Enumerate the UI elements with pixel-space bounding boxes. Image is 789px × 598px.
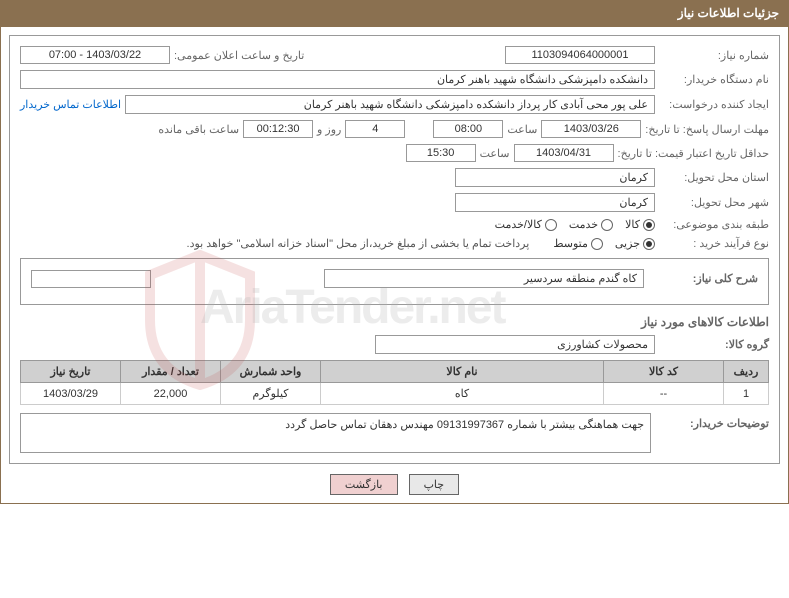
- goods-info-title: اطلاعات کالاهای مورد نیاز: [20, 315, 769, 329]
- table-row: 1 -- کاه کیلوگرم 22,000 1403/03/29: [21, 383, 769, 405]
- outer-frame: AriaTender.net شماره نیاز: 1103094064000…: [0, 26, 789, 504]
- announce-date-value: 1403/03/22 - 07:00: [20, 46, 170, 64]
- category-goods-service-radio[interactable]: کالا/خدمت: [495, 218, 557, 231]
- col-name: نام کالا: [321, 361, 604, 383]
- requester-label: ایجاد کننده درخواست:: [659, 98, 769, 111]
- page-title: جزئیات اطلاعات نیاز: [678, 6, 779, 20]
- category-service-radio[interactable]: خدمت: [569, 218, 613, 231]
- need-number-label: شماره نیاز:: [659, 49, 769, 62]
- button-row: چاپ بازگشت: [9, 474, 780, 495]
- cell-qty: 22,000: [121, 383, 221, 405]
- col-unit: واحد شمارش: [221, 361, 321, 383]
- process-partial-label: جزیی: [615, 237, 640, 250]
- category-goods-label: کالا: [625, 218, 640, 231]
- description-value: کاه گندم منطقه سردسیر: [324, 269, 644, 288]
- process-type-radio-group: جزیی متوسط: [553, 237, 655, 250]
- process-note-text: پرداخت تمام یا بخشی از مبلغ خرید،از محل …: [187, 237, 530, 250]
- deadline-send-time: 08:00: [433, 120, 503, 138]
- cell-code: --: [604, 383, 724, 405]
- buyer-notes-label: توضیحات خریدار:: [659, 413, 769, 453]
- category-service-label: خدمت: [569, 218, 598, 231]
- description-label: شرح کلی نیاز:: [648, 272, 758, 285]
- back-button[interactable]: بازگشت: [330, 474, 398, 495]
- buyer-notes-row: توضیحات خریدار: جهت هماهنگی بیشتر با شما…: [20, 413, 769, 453]
- buyer-contact-link[interactable]: اطلاعات تماس خریدار: [20, 98, 121, 111]
- radio-icon: [643, 238, 655, 250]
- radio-icon: [591, 238, 603, 250]
- deadline-time-label: ساعت: [507, 123, 537, 136]
- process-partial-radio[interactable]: جزیی: [615, 237, 655, 250]
- goods-table: ردیف کد کالا نام کالا واحد شمارش تعداد /…: [20, 360, 769, 405]
- radio-icon: [545, 219, 557, 231]
- description-extra-value: [31, 270, 151, 288]
- col-date: تاریخ نیاز: [21, 361, 121, 383]
- table-header-row: ردیف کد کالا نام کالا واحد شمارش تعداد /…: [21, 361, 769, 383]
- cell-row: 1: [724, 383, 769, 405]
- days-remaining-value: 4: [345, 120, 405, 138]
- validity-time: 15:30: [406, 144, 476, 162]
- main-form-panel: AriaTender.net شماره نیاز: 1103094064000…: [9, 35, 780, 464]
- radio-icon: [643, 219, 655, 231]
- goods-group-label: گروه کالا:: [659, 338, 769, 351]
- category-label: طبقه بندی موضوعی:: [659, 218, 769, 231]
- buyer-notes-value: جهت هماهنگی بیشتر با شماره 09131997367 م…: [20, 413, 651, 453]
- category-goods-radio[interactable]: کالا: [625, 218, 655, 231]
- validity-label: حداقل تاریخ اعتبار قیمت: تا تاریخ:: [618, 147, 769, 160]
- delivery-province-value: کرمان: [455, 168, 655, 187]
- delivery-province-label: استان محل تحویل:: [659, 171, 769, 184]
- deadline-send-date: 1403/03/26: [541, 120, 641, 138]
- buyer-org-value: دانشکده دامپزشکی دانشگاه شهید باهنر کرما…: [20, 70, 655, 89]
- page-header: جزئیات اطلاعات نیاز: [0, 0, 789, 26]
- category-radio-group: کالا خدمت کالا/خدمت: [495, 218, 655, 231]
- goods-group-value: محصولات کشاورزی: [375, 335, 655, 354]
- delivery-city-value: کرمان: [455, 193, 655, 212]
- need-number-value: 1103094064000001: [505, 46, 655, 64]
- print-button[interactable]: چاپ: [409, 474, 460, 495]
- col-row: ردیف: [724, 361, 769, 383]
- time-remaining-value: 00:12:30: [243, 120, 313, 138]
- process-medium-label: متوسط: [553, 237, 588, 250]
- cell-unit: کیلوگرم: [221, 383, 321, 405]
- announce-date-label: تاریخ و ساعت اعلان عمومی:: [174, 49, 304, 62]
- col-code: کد کالا: [604, 361, 724, 383]
- days-label: روز و: [317, 123, 341, 136]
- process-medium-radio[interactable]: متوسط: [553, 237, 603, 250]
- delivery-city-label: شهر محل تحویل:: [659, 196, 769, 209]
- process-type-label: نوع فرآیند خرید :: [659, 237, 769, 250]
- validity-date: 1403/04/31: [514, 144, 614, 162]
- description-panel: شرح کلی نیاز: کاه گندم منطقه سردسیر: [20, 258, 769, 305]
- category-goods-service-label: کالا/خدمت: [495, 218, 542, 231]
- col-qty: تعداد / مقدار: [121, 361, 221, 383]
- buyer-org-label: نام دستگاه خریدار:: [659, 73, 769, 86]
- remaining-label: ساعت باقی مانده: [158, 123, 239, 136]
- deadline-send-label: مهلت ارسال پاسخ: تا تاریخ:: [645, 123, 769, 136]
- requester-value: علی پور محی آبادی کار پرداز دانشکده دامپ…: [125, 95, 655, 114]
- cell-date: 1403/03/29: [21, 383, 121, 405]
- radio-icon: [601, 219, 613, 231]
- cell-name: کاه: [321, 383, 604, 405]
- validity-time-label: ساعت: [480, 147, 510, 160]
